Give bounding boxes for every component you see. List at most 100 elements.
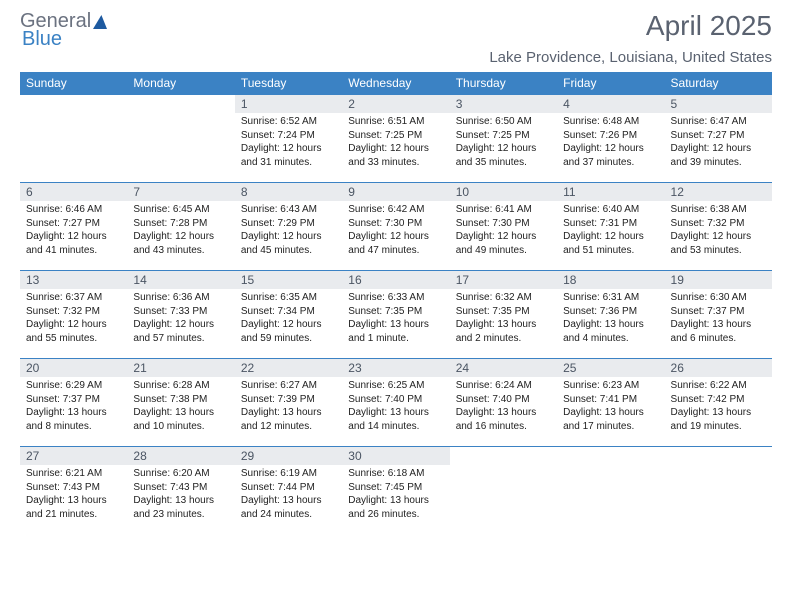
day-number: 7 [127,183,234,201]
daylight-text: Daylight: 12 hours and 47 minutes. [348,230,443,257]
calendar-cell [665,447,772,535]
sunset-text: Sunset: 7:43 PM [26,481,121,495]
day-number: 18 [557,271,664,289]
daylight-text: Daylight: 12 hours and 59 minutes. [241,318,336,345]
calendar-cell: 8Sunrise: 6:43 AMSunset: 7:29 PMDaylight… [235,183,342,271]
day-detail: Sunrise: 6:31 AMSunset: 7:36 PMDaylight:… [557,289,664,349]
day-detail: Sunrise: 6:20 AMSunset: 7:43 PMDaylight:… [127,465,234,525]
sunset-text: Sunset: 7:37 PM [26,393,121,407]
sunset-text: Sunset: 7:34 PM [241,305,336,319]
day-detail: Sunrise: 6:41 AMSunset: 7:30 PMDaylight:… [450,201,557,261]
sunset-text: Sunset: 7:44 PM [241,481,336,495]
sunrise-text: Sunrise: 6:42 AM [348,203,443,217]
sunset-text: Sunset: 7:27 PM [671,129,766,143]
day-number: 10 [450,183,557,201]
calendar-cell: 1Sunrise: 6:52 AMSunset: 7:24 PMDaylight… [235,95,342,183]
sunrise-text: Sunrise: 6:30 AM [671,291,766,305]
day-header: Wednesday [342,72,449,95]
calendar-cell: 29Sunrise: 6:19 AMSunset: 7:44 PMDayligh… [235,447,342,535]
daylight-text: Daylight: 13 hours and 23 minutes. [133,494,228,521]
sunrise-text: Sunrise: 6:27 AM [241,379,336,393]
day-detail: Sunrise: 6:38 AMSunset: 7:32 PMDaylight:… [665,201,772,261]
day-detail: Sunrise: 6:37 AMSunset: 7:32 PMDaylight:… [20,289,127,349]
calendar-cell: 16Sunrise: 6:33 AMSunset: 7:35 PMDayligh… [342,271,449,359]
day-detail: Sunrise: 6:24 AMSunset: 7:40 PMDaylight:… [450,377,557,437]
sunset-text: Sunset: 7:32 PM [26,305,121,319]
calendar-cell [557,447,664,535]
day-number: 6 [20,183,127,201]
calendar-cell: 5Sunrise: 6:47 AMSunset: 7:27 PMDaylight… [665,95,772,183]
sunrise-text: Sunrise: 6:23 AM [563,379,658,393]
calendar-cell: 21Sunrise: 6:28 AMSunset: 7:38 PMDayligh… [127,359,234,447]
sunset-text: Sunset: 7:40 PM [348,393,443,407]
calendar-cell: 11Sunrise: 6:40 AMSunset: 7:31 PMDayligh… [557,183,664,271]
sunrise-text: Sunrise: 6:28 AM [133,379,228,393]
sunset-text: Sunset: 7:26 PM [563,129,658,143]
sunset-text: Sunset: 7:30 PM [456,217,551,231]
day-number: 30 [342,447,449,465]
calendar-cell [127,95,234,183]
day-detail: Sunrise: 6:21 AMSunset: 7:43 PMDaylight:… [20,465,127,525]
day-number: 15 [235,271,342,289]
day-header: Tuesday [235,72,342,95]
sunset-text: Sunset: 7:43 PM [133,481,228,495]
calendar-cell: 9Sunrise: 6:42 AMSunset: 7:30 PMDaylight… [342,183,449,271]
sunset-text: Sunset: 7:32 PM [671,217,766,231]
calendar-cell: 4Sunrise: 6:48 AMSunset: 7:26 PMDaylight… [557,95,664,183]
calendar-cell: 30Sunrise: 6:18 AMSunset: 7:45 PMDayligh… [342,447,449,535]
sunrise-text: Sunrise: 6:19 AM [241,467,336,481]
sunrise-text: Sunrise: 6:32 AM [456,291,551,305]
daylight-text: Daylight: 12 hours and 53 minutes. [671,230,766,257]
daylight-text: Daylight: 12 hours and 55 minutes. [26,318,121,345]
sunset-text: Sunset: 7:29 PM [241,217,336,231]
day-number: 24 [450,359,557,377]
sunrise-text: Sunrise: 6:37 AM [26,291,121,305]
sunset-text: Sunset: 7:41 PM [563,393,658,407]
day-detail: Sunrise: 6:25 AMSunset: 7:40 PMDaylight:… [342,377,449,437]
daylight-text: Daylight: 13 hours and 24 minutes. [241,494,336,521]
sunset-text: Sunset: 7:24 PM [241,129,336,143]
calendar-cell: 6Sunrise: 6:46 AMSunset: 7:27 PMDaylight… [20,183,127,271]
calendar-cell: 23Sunrise: 6:25 AMSunset: 7:40 PMDayligh… [342,359,449,447]
calendar-cell: 14Sunrise: 6:36 AMSunset: 7:33 PMDayligh… [127,271,234,359]
sunrise-text: Sunrise: 6:50 AM [456,115,551,129]
day-detail: Sunrise: 6:35 AMSunset: 7:34 PMDaylight:… [235,289,342,349]
daylight-text: Daylight: 13 hours and 4 minutes. [563,318,658,345]
day-number: 12 [665,183,772,201]
day-number: 19 [665,271,772,289]
day-detail: Sunrise: 6:28 AMSunset: 7:38 PMDaylight:… [127,377,234,437]
sunset-text: Sunset: 7:39 PM [241,393,336,407]
day-number: 17 [450,271,557,289]
sunset-text: Sunset: 7:31 PM [563,217,658,231]
day-detail: Sunrise: 6:42 AMSunset: 7:30 PMDaylight:… [342,201,449,261]
day-number: 21 [127,359,234,377]
sunrise-text: Sunrise: 6:43 AM [241,203,336,217]
daylight-text: Daylight: 13 hours and 6 minutes. [671,318,766,345]
sunset-text: Sunset: 7:25 PM [348,129,443,143]
day-detail: Sunrise: 6:27 AMSunset: 7:39 PMDaylight:… [235,377,342,437]
calendar-cell [450,447,557,535]
day-detail: Sunrise: 6:40 AMSunset: 7:31 PMDaylight:… [557,201,664,261]
day-detail: Sunrise: 6:32 AMSunset: 7:35 PMDaylight:… [450,289,557,349]
day-number: 5 [665,95,772,113]
sunrise-text: Sunrise: 6:52 AM [241,115,336,129]
day-number: 2 [342,95,449,113]
calendar-cell: 18Sunrise: 6:31 AMSunset: 7:36 PMDayligh… [557,271,664,359]
location-subtitle: Lake Providence, Louisiana, United State… [20,49,772,66]
sunrise-text: Sunrise: 6:45 AM [133,203,228,217]
sunrise-text: Sunrise: 6:20 AM [133,467,228,481]
day-number: 8 [235,183,342,201]
daylight-text: Daylight: 12 hours and 51 minutes. [563,230,658,257]
day-header: Monday [127,72,234,95]
daylight-text: Daylight: 13 hours and 21 minutes. [26,494,121,521]
day-number: 23 [342,359,449,377]
sunrise-text: Sunrise: 6:25 AM [348,379,443,393]
sunrise-text: Sunrise: 6:46 AM [26,203,121,217]
day-detail: Sunrise: 6:23 AMSunset: 7:41 PMDaylight:… [557,377,664,437]
sunset-text: Sunset: 7:40 PM [456,393,551,407]
sunset-text: Sunset: 7:38 PM [133,393,228,407]
calendar-cell: 24Sunrise: 6:24 AMSunset: 7:40 PMDayligh… [450,359,557,447]
calendar-cell: 19Sunrise: 6:30 AMSunset: 7:37 PMDayligh… [665,271,772,359]
calendar-cell: 27Sunrise: 6:21 AMSunset: 7:43 PMDayligh… [20,447,127,535]
calendar-cell: 10Sunrise: 6:41 AMSunset: 7:30 PMDayligh… [450,183,557,271]
